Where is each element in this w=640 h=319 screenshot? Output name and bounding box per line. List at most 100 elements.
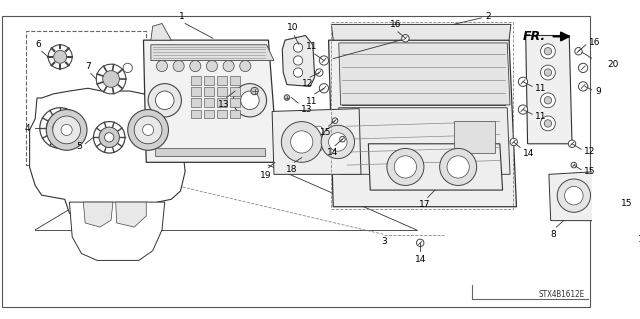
Circle shape [156,61,168,71]
Text: 15: 15 [637,235,640,244]
Circle shape [571,162,577,168]
Bar [230,76,240,85]
Text: 11: 11 [535,84,547,93]
Circle shape [282,122,322,162]
Circle shape [314,126,323,136]
Text: 16: 16 [390,20,401,29]
Circle shape [447,156,469,178]
Bar [204,76,214,85]
Polygon shape [116,202,147,227]
Polygon shape [369,144,502,190]
Text: 14: 14 [326,148,338,157]
Circle shape [518,77,527,86]
Circle shape [568,140,576,147]
Polygon shape [525,35,572,144]
Circle shape [579,63,588,72]
Circle shape [52,121,68,136]
Circle shape [316,69,323,76]
Bar [191,76,201,85]
Circle shape [123,63,132,72]
Polygon shape [282,35,315,86]
Circle shape [328,133,347,151]
Text: 14: 14 [415,255,426,264]
Circle shape [394,156,417,178]
Text: 11: 11 [535,112,547,121]
Circle shape [544,120,552,127]
Text: 17: 17 [419,200,431,209]
Circle shape [544,69,552,76]
Circle shape [625,230,630,235]
Circle shape [541,116,556,131]
Text: 12: 12 [301,79,313,88]
Circle shape [608,195,614,200]
Bar [332,22,513,209]
Text: 12: 12 [584,147,595,156]
Circle shape [387,148,424,185]
Bar [26,31,147,165]
Circle shape [319,84,328,93]
Circle shape [321,125,355,159]
Circle shape [103,71,120,87]
Bar [216,99,227,107]
Circle shape [518,105,527,114]
Text: 7: 7 [85,62,91,71]
Circle shape [417,239,424,247]
Text: 15: 15 [320,128,332,137]
Text: 9: 9 [595,87,601,96]
Text: 13: 13 [301,105,312,114]
Circle shape [54,50,67,63]
Polygon shape [83,202,113,227]
Circle shape [332,118,338,123]
Circle shape [61,124,72,136]
Text: 8: 8 [550,230,556,239]
Circle shape [293,56,303,65]
Circle shape [134,116,162,144]
Bar [230,87,240,96]
Bar [230,109,240,118]
Circle shape [293,68,303,77]
Bar [454,121,495,153]
Polygon shape [29,88,185,223]
Circle shape [541,44,556,59]
Circle shape [93,122,125,153]
Text: 1: 1 [179,12,184,21]
Text: 13: 13 [218,100,230,109]
Bar [156,148,265,156]
Circle shape [440,148,477,185]
Polygon shape [151,24,172,40]
Text: 15: 15 [584,167,596,176]
Text: 10: 10 [287,23,298,32]
Polygon shape [328,40,516,207]
Circle shape [207,61,218,71]
Circle shape [99,127,120,147]
Text: 15: 15 [621,199,632,208]
Circle shape [291,131,313,153]
Bar [191,99,201,107]
Polygon shape [151,45,274,61]
Text: 2: 2 [485,12,491,21]
Circle shape [575,48,582,55]
Text: 11: 11 [306,97,317,106]
Circle shape [128,109,168,150]
Circle shape [319,56,328,65]
Circle shape [541,93,556,108]
Circle shape [148,84,181,117]
Circle shape [557,179,591,212]
Polygon shape [301,116,336,158]
Polygon shape [339,108,510,174]
Polygon shape [69,202,164,260]
Text: FR.: FR. [523,30,546,43]
Polygon shape [332,24,511,40]
Circle shape [156,91,174,109]
Text: 18: 18 [286,165,298,174]
Circle shape [340,137,345,142]
Bar [191,109,201,118]
Circle shape [189,61,201,71]
Circle shape [579,82,588,91]
Bar [216,109,227,118]
Polygon shape [339,43,510,105]
Text: 20: 20 [607,60,618,69]
Circle shape [541,65,556,80]
Text: 11: 11 [306,42,317,51]
Text: 14: 14 [523,149,534,158]
